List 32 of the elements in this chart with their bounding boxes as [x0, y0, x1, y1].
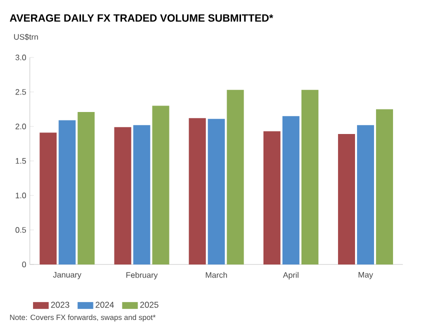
x-tick-label: February: [126, 272, 158, 280]
legend-label: 2025: [140, 302, 158, 308]
legend-label: 2023: [51, 302, 70, 308]
bar: [376, 109, 394, 264]
y-tick-label: 3.0: [15, 54, 26, 60]
bar: [58, 120, 76, 264]
x-tick-label: January: [53, 272, 82, 280]
y-tick-label: 2.0: [16, 124, 26, 130]
bar: [357, 125, 374, 264]
x-tick-label: April: [282, 272, 298, 280]
bar: [133, 125, 150, 264]
bar: [208, 118, 225, 264]
bar: [338, 134, 356, 264]
bar: [152, 106, 170, 264]
bar: [226, 90, 244, 264]
bar: [282, 116, 300, 264]
y-tick-label: 0.5: [16, 227, 26, 233]
bar: [78, 112, 95, 264]
bar: [263, 131, 280, 264]
x-tick-label: May: [358, 272, 374, 280]
chart-title: AVERAGE DAILY FX TRADED VOLUME SUBMITTED*: [10, 14, 274, 22]
y-tick-label: 1.0: [16, 192, 26, 198]
y-axis-title: US$trn: [14, 34, 38, 40]
y-tick-label: 1.5: [16, 158, 26, 164]
bar: [114, 127, 132, 264]
y-tick-label: 2.5: [16, 89, 26, 95]
bar: [188, 118, 206, 264]
legend-label: 2024: [96, 302, 114, 308]
bar: [301, 90, 318, 264]
y-tick-label: 0: [22, 262, 26, 268]
bar: [40, 132, 57, 264]
x-tick-label: March: [206, 272, 227, 278]
